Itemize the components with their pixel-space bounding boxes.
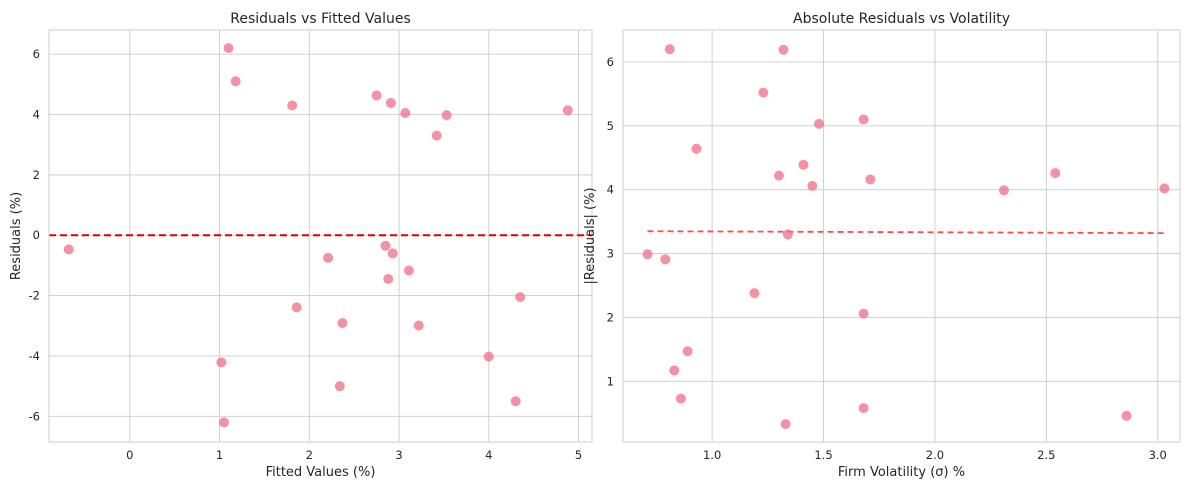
- data-point: [337, 318, 348, 329]
- data-point: [998, 185, 1009, 196]
- y-tick-label: 0: [33, 228, 40, 242]
- data-point: [515, 292, 526, 303]
- residuals-plot-frame: [48, 29, 593, 443]
- data-point: [483, 351, 494, 362]
- firm-volatility-axis-label: Firm Volatility (σ) %: [838, 465, 965, 480]
- data-point: [413, 320, 424, 331]
- residuals-vs-fitted-panel: Residuals vs Fitted Values Fitted Values…: [9, 11, 593, 480]
- x-tick-label: 4: [485, 448, 492, 462]
- data-point: [380, 240, 391, 251]
- data-point: [291, 302, 302, 313]
- x-tick-label: 5: [575, 448, 582, 462]
- data-point: [691, 143, 702, 154]
- y-tick-label: -6: [29, 409, 40, 423]
- data-point: [383, 274, 394, 285]
- data-point: [858, 114, 869, 125]
- data-point: [1050, 168, 1061, 179]
- data-point: [807, 180, 818, 191]
- data-point: [230, 76, 241, 87]
- data-point: [865, 174, 876, 185]
- data-point: [323, 252, 334, 263]
- volatility-tick-labels: 1.0 1.5 2.0 2.5 3.0 1 2 3 4 5 6: [607, 55, 1167, 462]
- y-tick-label: 4: [607, 183, 614, 197]
- data-point: [219, 417, 230, 428]
- data-point: [385, 98, 396, 109]
- data-point: [1121, 410, 1132, 421]
- x-tick-label: 2.5: [1037, 448, 1055, 462]
- data-point: [778, 44, 789, 55]
- x-tick-label: 1.5: [814, 448, 832, 462]
- x-tick-label: 3: [395, 448, 402, 462]
- data-point: [749, 288, 760, 299]
- x-tick-label: 1.0: [703, 448, 721, 462]
- data-point: [814, 118, 825, 129]
- y-tick-label: -2: [29, 289, 40, 303]
- data-point: [669, 365, 680, 376]
- fitted-values-axis-label: Fitted Values (%): [266, 465, 376, 480]
- data-point: [858, 308, 869, 319]
- volatility-plot-frame: [622, 29, 1181, 443]
- y-tick-label: 6: [607, 55, 614, 69]
- data-point: [400, 108, 411, 119]
- y-tick-label: 3: [607, 247, 614, 261]
- data-point: [403, 265, 414, 276]
- x-tick-label: 3.0: [1149, 448, 1167, 462]
- data-point: [682, 346, 693, 357]
- data-point: [223, 43, 234, 54]
- data-point: [664, 44, 675, 55]
- x-tick-label: 2.0: [926, 448, 944, 462]
- data-point: [758, 87, 769, 98]
- data-point: [660, 254, 671, 265]
- x-tick-label: 1: [216, 448, 223, 462]
- trend-line: [647, 230, 1165, 235]
- y-tick-label: 1: [607, 374, 614, 388]
- y-tick-label: 6: [33, 47, 40, 61]
- abs-residuals-axis-label: |Residuals| (%): [583, 187, 598, 284]
- trend-line: [647, 230, 1165, 235]
- data-point: [431, 130, 442, 141]
- y-tick-label: 5: [607, 119, 614, 133]
- x-tick-label: 2: [306, 448, 313, 462]
- data-point: [63, 244, 74, 255]
- data-point: [773, 170, 784, 181]
- data-point: [441, 110, 452, 121]
- y-tick-label: 2: [33, 168, 40, 182]
- data-point: [216, 357, 227, 368]
- abs-residual-points: [642, 44, 1170, 430]
- volatility-grid: [623, 30, 1180, 442]
- residuals-axis-label: Residuals (%): [9, 192, 24, 280]
- residual-points: [63, 43, 573, 428]
- y-tick-label: -4: [29, 349, 40, 363]
- data-point: [675, 393, 686, 404]
- abs-residuals-vs-volatility-panel: Absolute Residuals vs Volatility Firm Vo…: [583, 11, 1181, 480]
- data-point: [371, 90, 382, 101]
- data-point: [1159, 183, 1170, 194]
- data-point: [387, 248, 398, 259]
- y-tick-label: 4: [33, 108, 40, 122]
- abs-residuals-vs-volatility-title: Absolute Residuals vs Volatility: [793, 11, 1010, 27]
- data-point: [287, 100, 298, 111]
- data-point: [642, 249, 653, 260]
- data-point: [510, 396, 521, 407]
- residuals-tick-labels: 0 1 2 3 4 5 -6 -4 -2 0 2 4 6: [29, 47, 583, 462]
- data-point: [782, 229, 793, 240]
- data-point: [562, 105, 573, 116]
- data-point: [798, 159, 809, 170]
- data-point: [780, 419, 791, 430]
- residuals-vs-fitted-title: Residuals vs Fitted Values: [230, 11, 411, 27]
- y-tick-label: 2: [607, 310, 614, 324]
- x-tick-label: 0: [126, 448, 133, 462]
- data-point: [334, 381, 345, 392]
- data-point: [858, 403, 869, 414]
